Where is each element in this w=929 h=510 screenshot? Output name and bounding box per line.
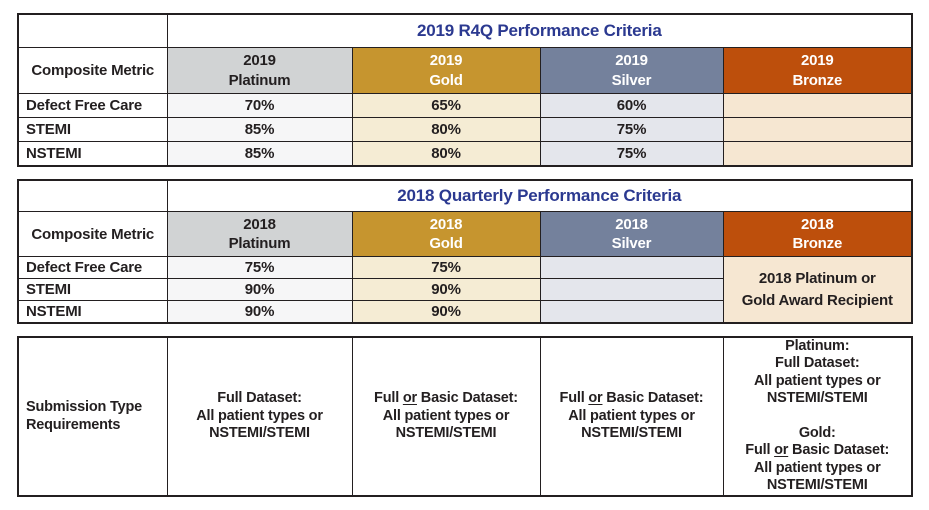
value-cell-bronze-empty — [722, 93, 913, 118]
table-row: Composite Metric 2018 Platinum 2018 Gold 2… — [17, 211, 913, 257]
value-cell-platinum: 75% — [166, 256, 353, 279]
metric-label: STEMI — [17, 278, 168, 301]
value-cell-silver: 75% — [539, 117, 724, 142]
criteria-table-2018: 2018 Quarterly Performance Criteria Comp… — [17, 179, 914, 324]
metric-label: STEMI — [17, 117, 168, 142]
corner-empty-cell — [17, 13, 168, 48]
value-cell-gold: 90% — [351, 300, 541, 324]
column-header-gold: 2018 Gold — [351, 211, 541, 257]
table-row: Submission Type Requirements Full Dataset… — [17, 336, 913, 497]
value-cell-platinum: 70% — [166, 93, 353, 118]
submission-gold-cell: Full or Basic Dataset: All patient types … — [351, 336, 541, 497]
value-cell-platinum: 85% — [166, 141, 353, 167]
metric-label: NSTEMI — [17, 300, 168, 324]
value-cell-platinum: 90% — [166, 278, 353, 301]
column-header-silver: 2019 Silver — [539, 47, 724, 94]
table-row: Composite Metric 2019 Platinum 2019 Gold 2… — [17, 47, 913, 94]
value-cell-silver: 75% — [539, 141, 724, 167]
table-row: Defect Free Care 75% 75% 2018 Platinum o… — [17, 256, 913, 324]
column-header-platinum: 2019 Platinum — [166, 47, 353, 94]
metric-label: NSTEMI — [17, 141, 168, 167]
metric-label: Defect Free Care — [17, 93, 168, 118]
metric-header: Composite Metric — [17, 47, 168, 94]
value-cell-gold: 65% — [351, 93, 541, 118]
criteria-sheet: 2019 R4Q Performance Criteria Composite … — [17, 13, 914, 497]
value-cell-silver-empty — [539, 256, 724, 279]
value-cell-gold: 80% — [351, 117, 541, 142]
table-row: Defect Free Care 70% 65% 60% — [17, 93, 913, 118]
column-header-gold: 2019 Gold — [351, 47, 541, 94]
submission-bronze-cell: Platinum: Full Dataset: All patient types … — [722, 336, 913, 497]
value-cell-silver: 60% — [539, 93, 724, 118]
value-cell-silver-empty — [539, 278, 724, 301]
table-row: 2018 Quarterly Performance Criteria — [17, 179, 913, 212]
corner-empty-cell — [17, 179, 168, 212]
value-cell-platinum: 85% — [166, 117, 353, 142]
value-cell-bronze-empty — [722, 117, 913, 142]
table-row: STEMI 90% 90% — [17, 278, 912, 301]
table-title-2019: 2019 R4Q Performance Criteria — [166, 13, 913, 48]
metric-label: Defect Free Care — [17, 256, 168, 279]
value-cell-gold: 90% — [351, 278, 541, 301]
submission-silver-cell: Full or Basic Dataset: All patient types … — [539, 336, 724, 497]
column-header-bronze: 2018 Bronze — [722, 211, 913, 257]
table-title-2018: 2018 Quarterly Performance Criteria — [166, 179, 913, 212]
value-cell-gold: 75% — [351, 256, 541, 279]
column-header-silver: 2018 Silver — [539, 211, 724, 257]
table-gap — [17, 324, 912, 336]
value-cell-platinum: 90% — [166, 300, 353, 324]
submission-label: Submission Type Requirements — [17, 336, 168, 497]
table-row: STEMI 85% 80% 75% — [17, 117, 913, 142]
table-row: 2019 R4Q Performance Criteria — [17, 13, 913, 48]
table-row: NSTEMI 85% 80% 75% — [17, 141, 913, 167]
table-row: NSTEMI 90% 90% — [17, 300, 912, 324]
value-cell-silver-empty — [539, 300, 724, 324]
criteria-table-2019: 2019 R4Q Performance Criteria Composite … — [17, 13, 914, 167]
value-cell-gold: 80% — [351, 141, 541, 167]
value-cell-bronze-empty — [722, 141, 913, 167]
column-header-bronze: 2019 Bronze — [722, 47, 913, 94]
table-gap — [17, 167, 912, 179]
column-header-platinum: 2018 Platinum — [166, 211, 353, 257]
submission-table: Submission Type Requirements Full Dataset… — [17, 336, 913, 497]
bronze-merged-note: 2018 Platinum or Gold Award Recipient — [722, 256, 913, 324]
metric-header: Composite Metric — [17, 211, 168, 257]
submission-platinum-cell: Full Dataset: All patient types or NSTEMI/… — [166, 336, 353, 497]
